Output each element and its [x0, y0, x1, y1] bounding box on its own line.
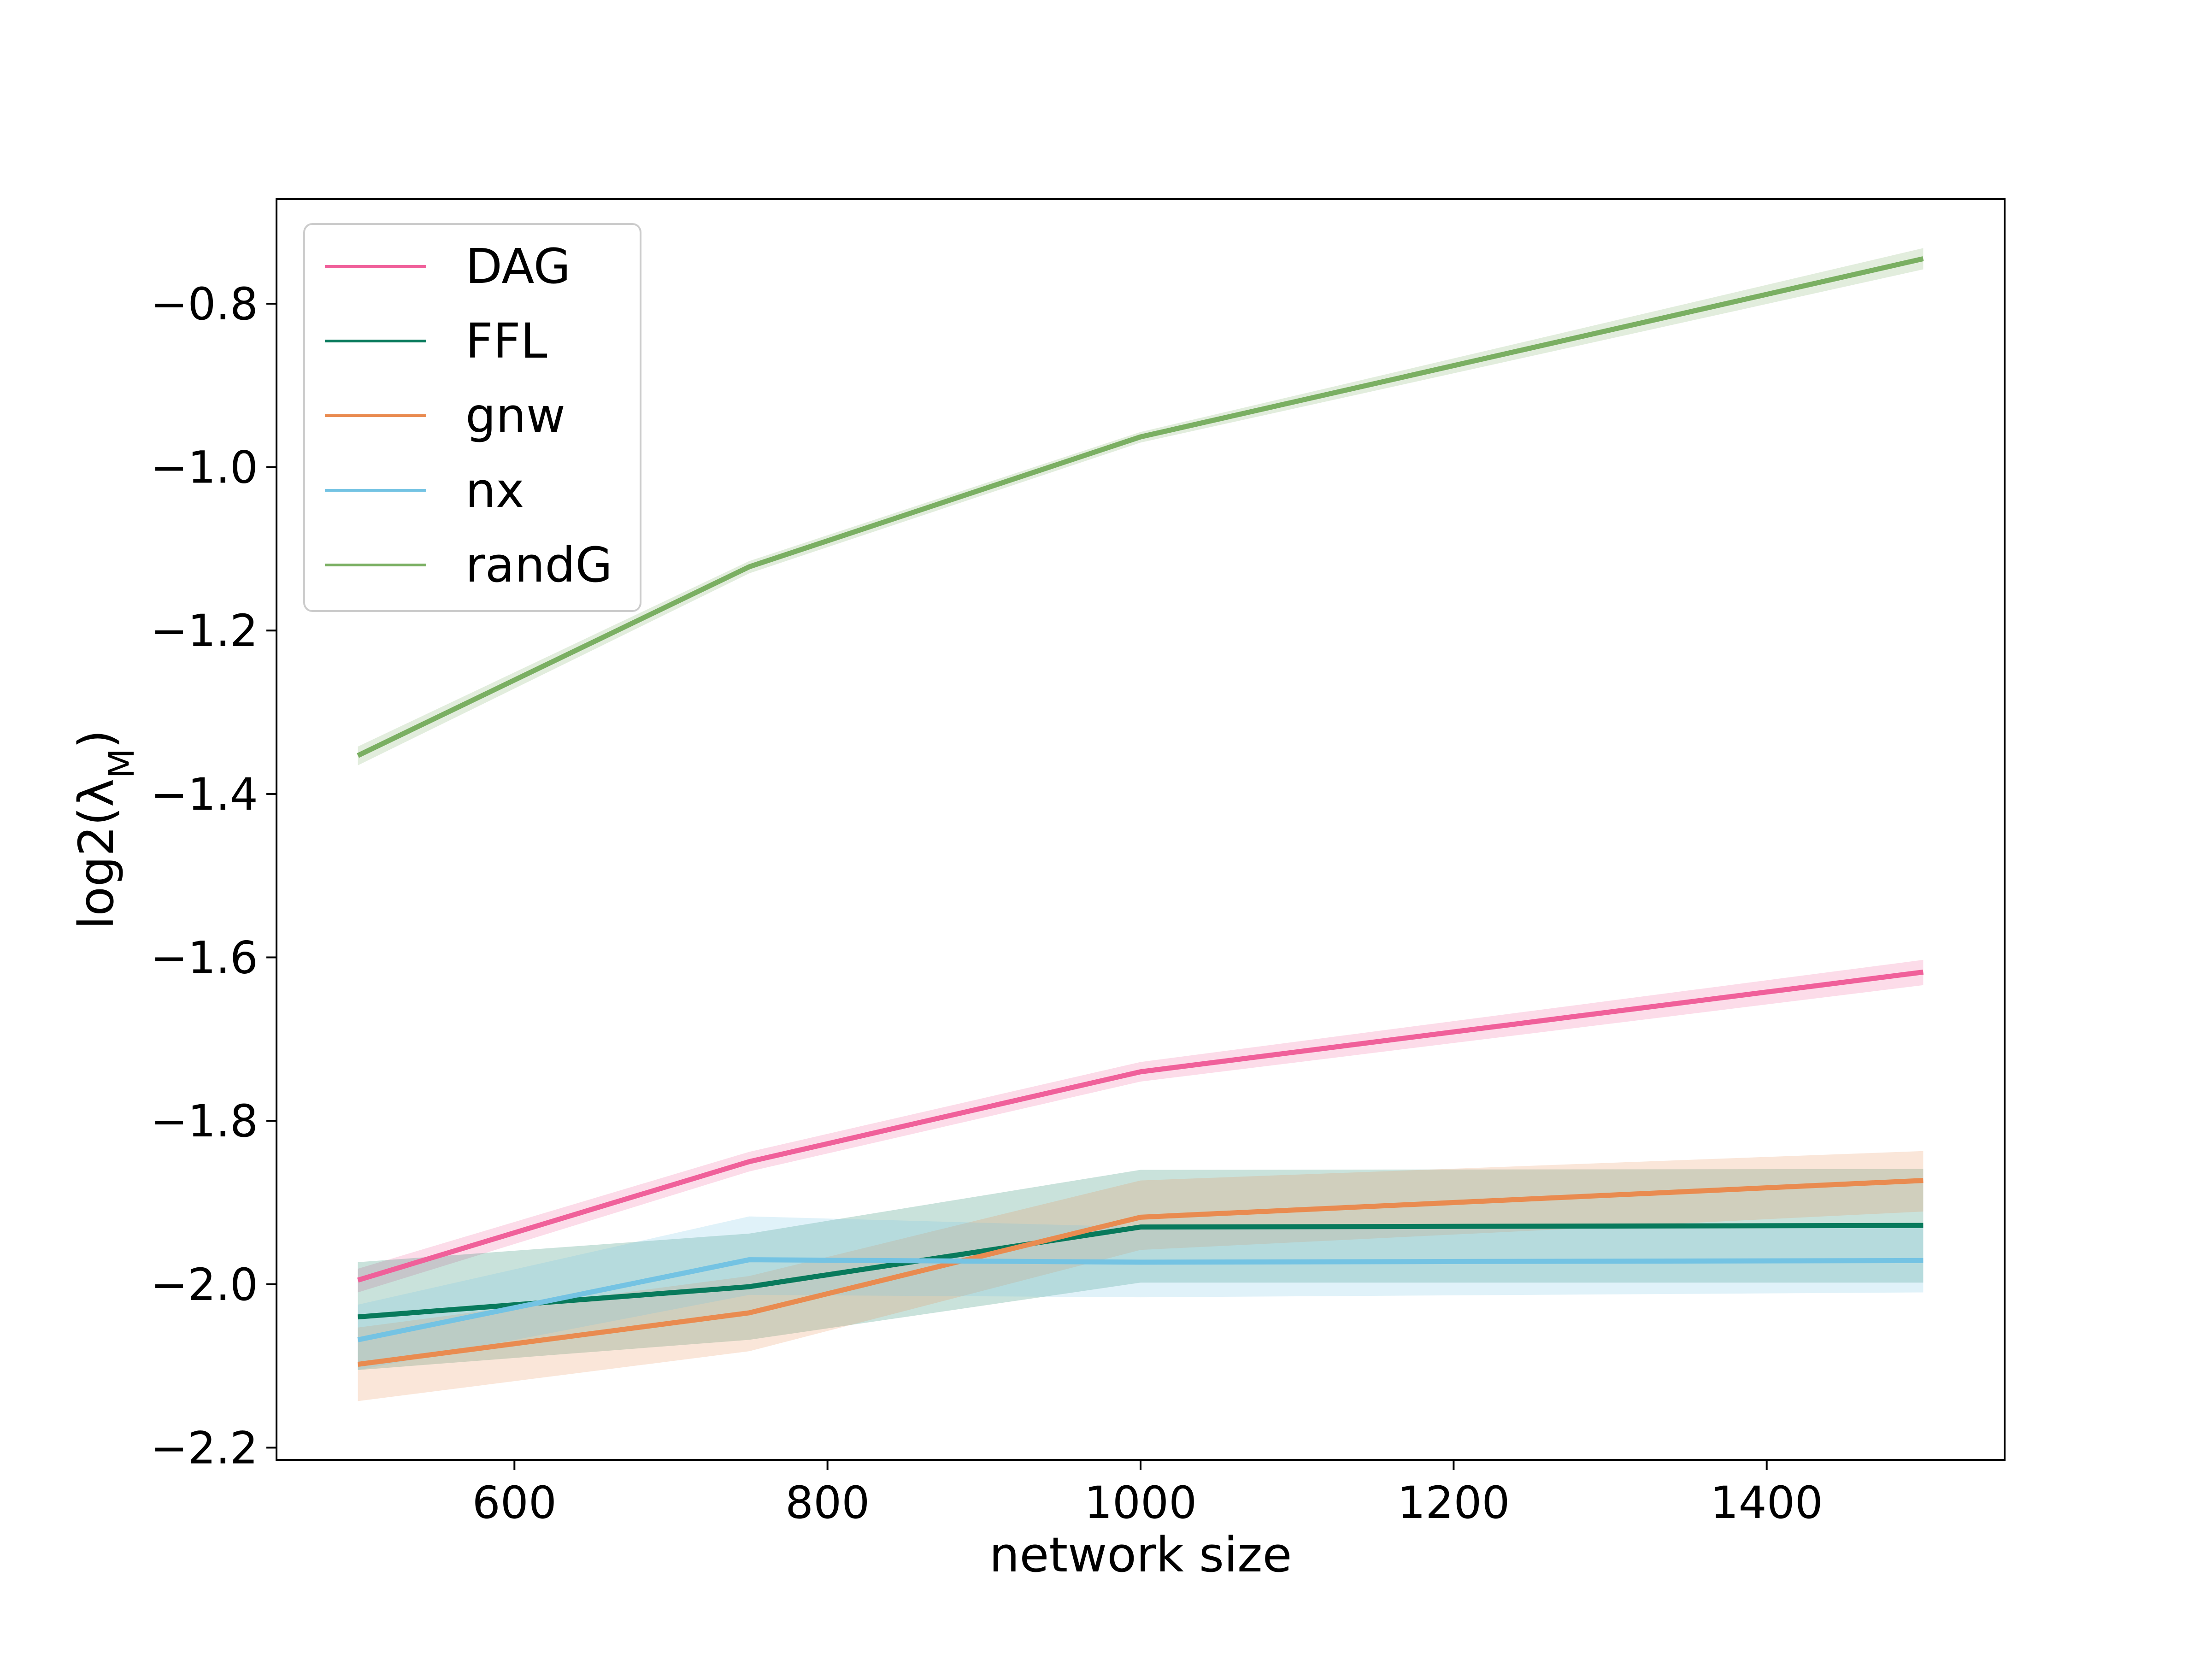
line-randG — [357, 256, 1924, 758]
legend-label-nx: nx — [465, 462, 524, 518]
band-gnw — [358, 1151, 1924, 1401]
y-tick-label: −2.0 — [151, 1259, 258, 1311]
x-tick-label: 1400 — [1711, 1477, 1823, 1529]
series-lines — [357, 256, 1924, 1367]
y-axis-ticks: −2.2 −2.0 −1.8 −1.6 −1.4 −1.2 −1.0 −0.8 — [151, 278, 276, 1474]
x-tick-label: 800 — [785, 1477, 870, 1529]
line-nx — [357, 1257, 1924, 1342]
legend-box — [303, 223, 641, 612]
y-axis-label: log2(λM) — [68, 730, 142, 930]
band-randG — [358, 248, 1924, 765]
y-tick-label: −0.8 — [151, 278, 258, 330]
band-FFL — [358, 1169, 1924, 1370]
x-tick-label: 600 — [472, 1477, 557, 1529]
x-axis-label: network size — [989, 1527, 1292, 1583]
legend: DAG FFL gnw nx randG — [303, 223, 641, 612]
legend-label-DAG: DAG — [465, 238, 571, 294]
y-tick-label: −1.6 — [151, 932, 258, 984]
legend-label-FFL: FFL — [465, 313, 547, 369]
y-tick-label: −1.8 — [151, 1095, 258, 1147]
legend-label-randG: randG — [465, 537, 612, 593]
y-tick-label: −1.0 — [151, 442, 258, 494]
line-DAG — [357, 969, 1924, 1283]
y-tick-label: −1.2 — [151, 605, 258, 657]
line-gnw — [357, 1178, 1924, 1367]
x-axis-ticks: 600 800 1000 1200 1400 — [472, 1460, 1823, 1529]
y-tick-label: −2.2 — [151, 1422, 258, 1474]
y-axis-label-subscript: M — [101, 748, 142, 779]
legend-label-gnw: gnw — [465, 388, 565, 444]
band-nx — [358, 1216, 1924, 1370]
y-axis-label-close: ) — [68, 730, 124, 749]
y-tick-label: −1.4 — [151, 769, 258, 820]
y-axis-label-base: log2(λ — [68, 779, 124, 930]
x-tick-label: 1000 — [1084, 1477, 1197, 1529]
x-tick-label: 1200 — [1397, 1477, 1510, 1529]
